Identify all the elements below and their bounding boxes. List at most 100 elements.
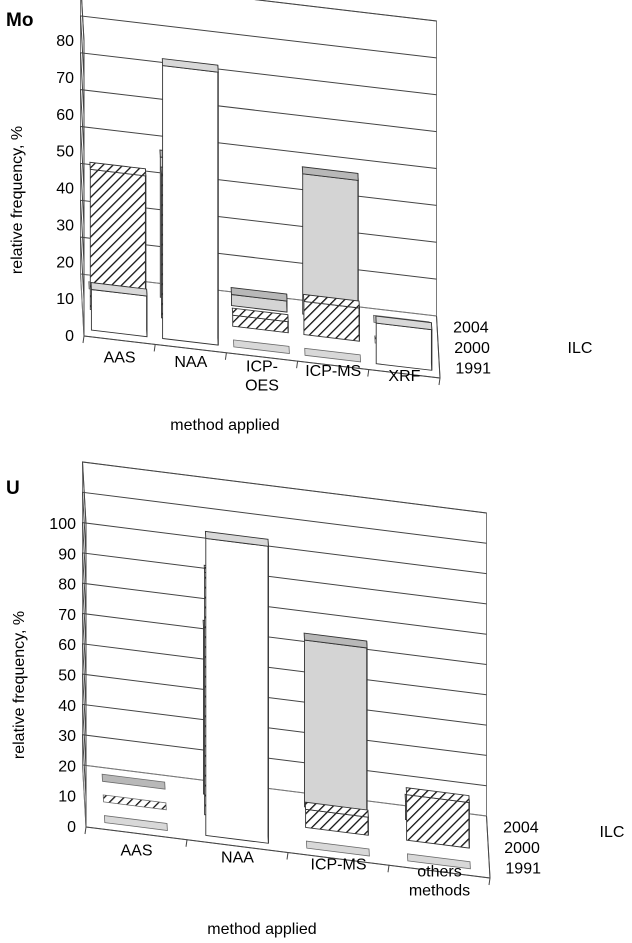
x-category-label-line: OES [245,378,279,395]
panel-label: U [6,478,20,499]
gridlines [81,461,487,797]
y-tick-label: 70 [58,607,76,624]
x-tick-mark [185,839,188,847]
y-tick-label: 10 [56,291,74,308]
gridline [81,643,487,706]
y-tick-label: 20 [56,254,74,271]
x-category-label: AAS [120,843,152,860]
gridline [79,125,437,189]
bar-top [204,530,269,547]
bar-1991-ICP-MS [305,840,370,857]
y-tick-label: 20 [58,758,76,775]
gridline [81,582,487,646]
x-category-label: XRF [388,368,420,385]
x-tick-mark [82,335,85,344]
x-axis-title: method applied [170,417,279,434]
bar-top [303,293,360,309]
bar-1991-ICP-MS [304,347,362,363]
y-tick-label: 70 [56,70,74,87]
y-axis-title: relative frequency, % [9,126,26,274]
bar-top [303,632,368,649]
x-category-label: ICP- OES [245,359,279,395]
depth-label: 2004 [503,819,539,836]
bar-2000-ICP-MS [303,293,360,342]
x-category-labels: AAS NAA ICP-MS others methods [120,843,470,900]
y-tick-label: 0 [67,819,76,836]
gridline [81,673,487,737]
x-category-label-line: ICP- [246,359,278,376]
bar-top [304,347,362,363]
depth-labels: 1991 2000 2004 [453,319,491,377]
x-category-labels: AAS NAA ICP- OES ICP-MS XRF [104,349,421,394]
y-tick-label: 80 [56,33,74,50]
y-tick-label: 90 [58,546,76,563]
gridline [79,52,437,115]
bar-top [304,801,369,818]
bar-2004-ICP-MS [303,632,368,816]
depth-label: 2000 [504,840,540,857]
y-tick-label: 30 [58,728,76,745]
bar-2000-others-methods [405,787,470,849]
bar-top [231,307,289,323]
chart-panel-u: 0 10 20 30 40 50 60 70 80 90 100 AAS NAA ICP-MS other… [6,461,624,938]
x-category-label-line: ICP-MS [305,363,361,380]
bar-1991-XRF [375,315,433,371]
bars [88,58,433,371]
y-tick-label: 0 [65,328,74,345]
x-category-label: ICP-MS [305,363,361,380]
y-tick-label: 40 [58,698,76,715]
x-category-label: NAA [221,850,254,867]
y-tick-label: 50 [56,144,74,161]
x-tick-mark [488,877,491,886]
bar-front [406,794,470,849]
gridline [81,734,487,797]
y-tick-labels: 0 10 20 30 40 50 60 70 80 90 100 [49,516,76,836]
y-tick-label: 60 [56,107,74,124]
bar-top [406,853,471,870]
x-category-label-line: others [417,864,461,881]
gridline [81,461,487,525]
y-axis-title: relative frequency, % [11,611,28,759]
y-tick-label: 80 [58,577,76,594]
bar-2000-ICP-OES [231,307,289,334]
bar-2004-AAS [101,773,166,790]
depth-label: 1991 [455,361,491,378]
x-axis-line [83,335,441,379]
x-category-label-line: NAA [221,850,254,867]
bar-1991-AAS [90,281,148,338]
bar-top [405,787,470,804]
bar-1991-NAA [204,530,269,844]
gridline [81,612,487,676]
z-axis-title: ILC [568,340,593,357]
bar-top [101,773,166,790]
bar-2000-AAS [102,794,167,811]
x-tick-mark [367,369,370,377]
bar-front [162,65,219,346]
x-category-label-line: AAS [120,843,152,860]
chart-panel-mo: 0 10 20 30 40 50 60 70 80 AAS NAA ICP- OES ICP-MS XRF… [6,0,592,434]
bars [101,530,471,870]
depth-axis-line [436,315,441,379]
depth-label: 1991 [505,861,541,878]
bar-front [205,537,269,844]
bar-top [375,315,433,331]
x-category-label-line: XRF [388,368,420,385]
y-tick-label: 40 [56,181,74,198]
y-tick-label: 10 [58,789,76,806]
x-tick-mark [387,865,390,873]
bar-2000-ICP-MS [304,801,369,836]
panel-label: Mo [6,10,33,31]
bar-1991-NAA [161,58,219,346]
depth-labels: 1991 2000 2004 [503,819,541,877]
bar-top [161,58,219,73]
bar-top [230,286,288,302]
gridline [81,703,487,767]
y-tick-label: 30 [56,217,74,234]
bar-top [90,281,148,297]
bar-1991-ICP-OES [233,339,290,354]
x-tick-mark [438,377,441,386]
x-tick-mark [286,852,289,860]
bar-1991-others-methods [406,853,471,870]
depth-axis-line [486,815,491,879]
